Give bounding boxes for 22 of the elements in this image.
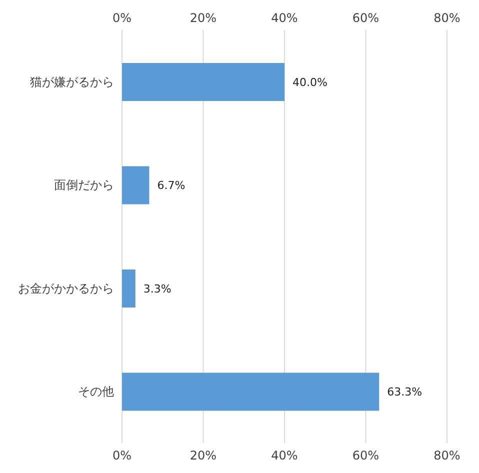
bar xyxy=(122,63,284,101)
x2-tick-label: 0% xyxy=(112,448,132,463)
y-tick-label: お金がかかるから xyxy=(18,281,114,296)
data-label: 63.3% xyxy=(387,386,422,399)
x-tick-label: 60% xyxy=(352,11,380,25)
x-tick-label: 40% xyxy=(271,11,298,25)
x-tick-label: 20% xyxy=(190,11,217,25)
x2-tick-label: 40% xyxy=(271,448,298,463)
x2-tick-label: 20% xyxy=(190,448,217,463)
x-tick-label: 80% xyxy=(434,11,460,25)
y-tick-label: その他 xyxy=(78,384,114,399)
x2-tick-label: 60% xyxy=(352,448,380,463)
data-label: 3.3% xyxy=(143,282,172,296)
y-tick-label: 猫が嫌がるから xyxy=(30,74,114,89)
x2-tick-label: 80% xyxy=(434,448,460,463)
data-label: 6.7% xyxy=(157,179,186,192)
x-tick-label: 0% xyxy=(112,11,132,25)
bar xyxy=(122,166,150,204)
bar xyxy=(122,372,380,411)
bar xyxy=(122,270,136,308)
y-tick-label: 面倒だから xyxy=(54,178,114,192)
data-label: 40.0% xyxy=(292,76,328,89)
